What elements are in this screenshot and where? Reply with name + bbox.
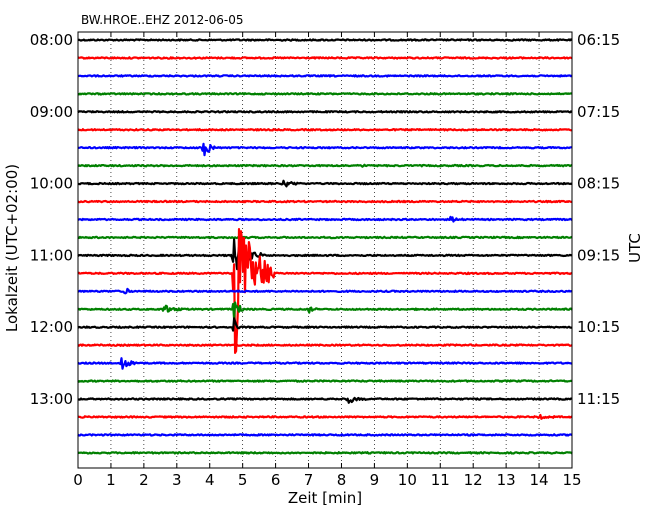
x-axis-ticks: 0 1 2 3 4 5 6 7 8 9 10 11 12 13 14 15 [73,32,582,489]
trace-9 [77,199,573,204]
right-tick-label: 06:15 [577,31,620,49]
x-tick-label: 3 [172,471,182,489]
trace-21 [77,413,573,420]
axes-frame [77,31,573,469]
right-tick-label: 07:15 [577,103,620,121]
trace-23 [77,451,573,455]
left-tick-label: 12:00 [30,318,73,336]
x-tick-label: 5 [238,471,248,489]
left-axis-ticks: 08:00 09:00 10:00 11:00 12:00 13:00 [30,31,83,408]
left-axis-label: Lokalzeit (UTC+02:00) [3,164,21,332]
trace-19 [77,379,573,383]
trace-10 [77,215,573,223]
right-axis-label: UTC [626,233,644,263]
trace-1 [77,56,573,60]
right-tick-label: 09:15 [577,246,620,264]
x-tick-label: 7 [304,471,314,489]
traces [77,38,573,455]
right-tick-label: 08:15 [577,175,620,193]
trace-20 [77,396,573,404]
trace-4 [77,110,573,114]
trace-7 [77,163,573,168]
trace-2 [77,74,573,78]
x-tick-label: 13 [497,471,516,489]
chart-title: BW.HROE..EHZ 2012-06-05 [81,13,244,27]
x-tick-label: 10 [398,471,417,489]
x-tick-label: 15 [562,471,581,489]
x-tick-label: 12 [464,471,483,489]
trace-8 [77,179,573,188]
trace-13 [77,228,573,354]
x-tick-label: 11 [431,471,450,489]
trace-17 [77,343,573,347]
x-tick-label: 8 [337,471,347,489]
trace-22 [77,433,573,437]
grid-lines [110,32,540,468]
right-tick-label: 10:15 [577,318,620,336]
x-tick-label: 14 [530,471,549,489]
left-tick-label: 08:00 [30,31,73,49]
trace-15 [77,301,573,321]
right-tick-label: 11:15 [577,390,620,408]
left-tick-label: 13:00 [30,390,73,408]
trace-5 [77,128,573,132]
left-tick-label: 10:00 [30,175,73,193]
x-tick-label: 0 [73,471,83,489]
trace-11 [77,235,573,240]
trace-14 [77,287,573,295]
x-tick-label: 9 [370,471,380,489]
x-tick-label: 2 [139,471,149,489]
trace-16 [77,317,573,332]
trace-12 [77,238,573,271]
trace-6 [77,142,573,157]
x-axis-label: Zeit [min] [288,489,362,507]
x-tick-label: 4 [205,471,215,489]
trace-0 [77,38,573,42]
x-tick-label: 1 [106,471,116,489]
trace-3 [77,92,573,96]
trace-18 [77,357,573,370]
right-axis-ticks: 06:15 07:15 08:15 09:15 10:15 11:15 [567,31,620,408]
left-tick-label: 11:00 [30,246,73,264]
x-tick-label: 6 [271,471,281,489]
left-tick-label: 09:00 [30,103,73,121]
